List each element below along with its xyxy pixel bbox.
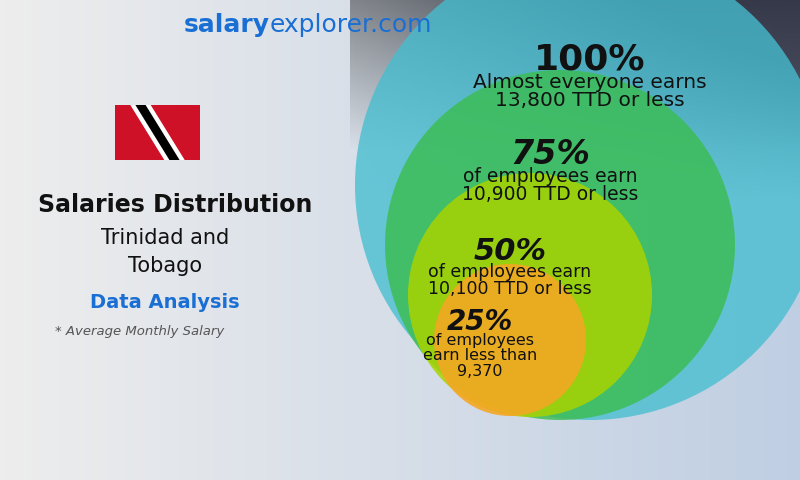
Text: Almost everyone earns: Almost everyone earns xyxy=(473,73,707,93)
Circle shape xyxy=(408,173,652,417)
Circle shape xyxy=(355,0,800,420)
Text: * Average Monthly Salary: * Average Monthly Salary xyxy=(55,325,224,338)
Text: of employees: of employees xyxy=(426,333,534,348)
Text: 25%: 25% xyxy=(447,308,513,336)
Text: 10,900 TTD or less: 10,900 TTD or less xyxy=(462,185,638,204)
Text: Salaries Distribution: Salaries Distribution xyxy=(38,193,312,217)
Circle shape xyxy=(385,70,735,420)
Text: 9,370: 9,370 xyxy=(458,364,502,380)
Text: salary: salary xyxy=(184,13,270,37)
Text: of employees earn: of employees earn xyxy=(429,263,591,281)
Text: 50%: 50% xyxy=(474,238,546,266)
FancyBboxPatch shape xyxy=(115,105,200,160)
Text: 13,800 TTD or less: 13,800 TTD or less xyxy=(495,92,685,110)
Text: Data Analysis: Data Analysis xyxy=(90,292,240,312)
Text: 100%: 100% xyxy=(534,43,646,77)
Text: 75%: 75% xyxy=(510,139,590,171)
Text: 10,100 TTD or less: 10,100 TTD or less xyxy=(428,280,592,298)
Polygon shape xyxy=(130,105,185,160)
Polygon shape xyxy=(135,105,179,160)
Text: explorer.com: explorer.com xyxy=(270,13,433,37)
Text: of employees earn: of employees earn xyxy=(462,168,638,187)
Text: earn less than: earn less than xyxy=(423,348,537,363)
Text: Trinidad and
Tobago: Trinidad and Tobago xyxy=(101,228,229,276)
Circle shape xyxy=(434,264,586,416)
